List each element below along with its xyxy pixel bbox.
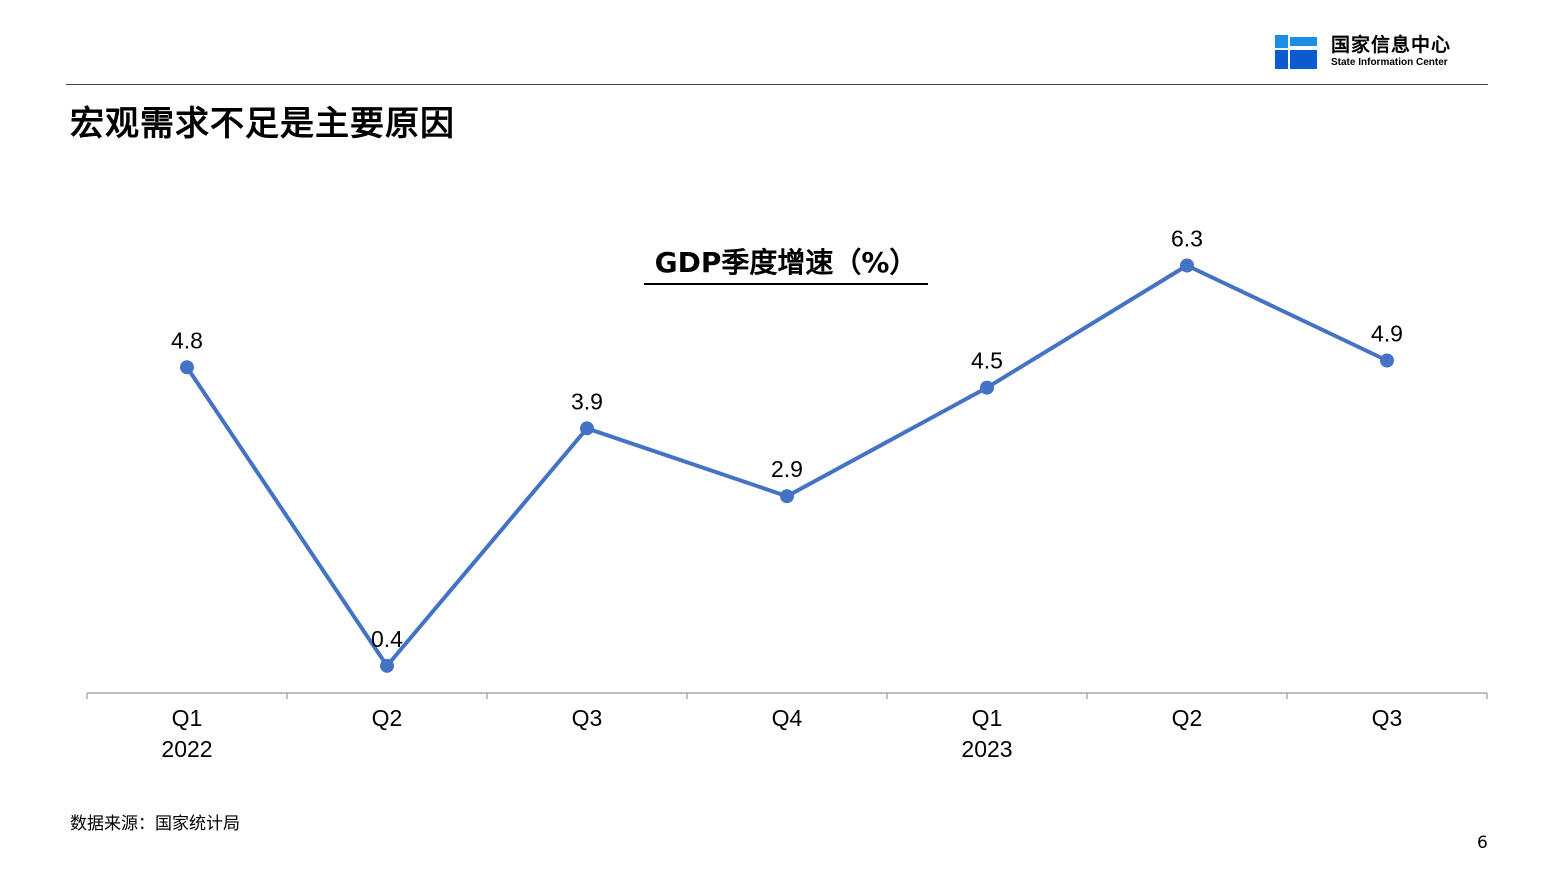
org-logo-mark-icon [1275, 35, 1317, 69]
x-tick-label: Q4 [772, 705, 803, 731]
chart-title: GDP季度增速（%） [644, 241, 928, 285]
x-tick-label: Q1 [972, 705, 1003, 731]
org-name-en: State Information Center [1331, 57, 1448, 68]
x-tick-year-label: 2023 [961, 736, 1012, 762]
data-point [380, 658, 394, 673]
data-label: 4.9 [1371, 321, 1403, 347]
x-tick-label: Q2 [372, 705, 403, 731]
data-point [1180, 258, 1194, 273]
data-point [1380, 353, 1394, 368]
org-logo: 国家信息中心 State Information Center [1275, 35, 1451, 69]
data-point [180, 360, 194, 375]
data-point [580, 421, 594, 436]
x-tick-label: Q1 [172, 705, 203, 731]
x-tick-label: Q2 [1172, 705, 1203, 731]
data-label: 4.8 [171, 327, 203, 353]
data-label: 0.4 [371, 626, 403, 652]
data-point [780, 489, 794, 504]
data-point [980, 380, 994, 395]
data-label: 4.5 [971, 348, 1003, 374]
header-divider [66, 84, 1488, 85]
data-source-note: 数据来源：国家统计局 [70, 814, 240, 834]
data-label: 3.9 [571, 388, 603, 414]
data-label: 2.9 [771, 456, 803, 482]
x-tick-year-label: 2022 [161, 736, 212, 762]
x-tick-label: Q3 [1372, 705, 1403, 731]
page-number: 6 [1477, 833, 1488, 853]
org-name-cn: 国家信息中心 [1331, 34, 1452, 56]
slide-title: 宏观需求不足是主要原因 [70, 104, 455, 144]
data-label: 6.3 [1171, 226, 1203, 252]
x-tick-label: Q3 [572, 705, 603, 731]
